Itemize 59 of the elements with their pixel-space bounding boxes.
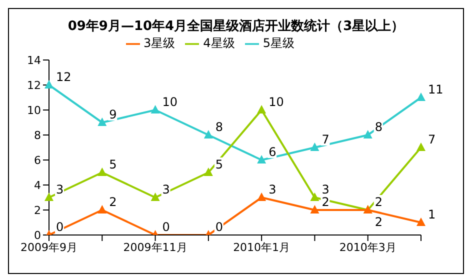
point: [150, 192, 160, 201]
data-label: 5: [215, 158, 224, 172]
point: [310, 142, 320, 151]
point: [150, 105, 160, 114]
point: [257, 155, 266, 164]
y-tick-label: 2: [34, 204, 41, 217]
y-tick-label: 8: [34, 128, 41, 142]
x-tick-label: 2010年3月: [339, 240, 396, 254]
data-label: 10: [162, 95, 178, 109]
point: [363, 130, 372, 138]
y-tick-label: 6: [34, 154, 41, 167]
legend-label: 5星级: [262, 36, 294, 50]
y-tick-label: 4: [34, 178, 41, 192]
data-label: 3: [56, 182, 64, 196]
data-label: 9: [109, 108, 117, 122]
legend-label: 3星级: [144, 36, 176, 50]
data-label: 7: [428, 132, 436, 146]
point: [416, 92, 426, 101]
data-label: 7: [322, 132, 330, 146]
data-label: 0: [162, 220, 170, 234]
data-label: 10: [268, 95, 284, 109]
point: [44, 80, 54, 88]
point: [416, 142, 426, 151]
data-label: 2: [374, 195, 382, 209]
point: [416, 218, 426, 226]
y-tick-label: 14: [27, 54, 41, 67]
data-label: 11: [428, 82, 444, 96]
data-label: 12: [56, 70, 72, 84]
data-label: 2: [374, 215, 382, 229]
data-label: 3: [322, 182, 330, 196]
point: [310, 192, 320, 201]
data-label: 2: [109, 195, 117, 209]
data-label: 0: [56, 220, 64, 234]
x-tick-label: 2009年11月: [123, 240, 188, 254]
data-label: 0: [215, 220, 224, 234]
data-label: 3: [268, 182, 276, 196]
x-tick-label: 2010年1月: [233, 240, 290, 254]
x-tick-label: 2009年9月: [20, 240, 78, 254]
data-label: 6: [268, 145, 276, 159]
data-label: 3: [162, 182, 170, 196]
point: [98, 168, 107, 176]
point: [257, 192, 266, 201]
point: [98, 118, 107, 126]
chart-title: 09年9月—10年4月全国星级酒店开业数统计（3星以上）: [66, 18, 406, 35]
point: [44, 192, 54, 201]
data-label: 8: [215, 120, 224, 134]
point: [310, 205, 320, 214]
point: [204, 130, 213, 138]
data-label: 5: [109, 158, 117, 172]
data-label: 1: [428, 208, 436, 222]
data-label: 2: [322, 195, 330, 209]
point: [204, 168, 213, 176]
legend-label: 4星级: [203, 36, 235, 50]
y-tick-label: 10: [27, 104, 41, 117]
point: [257, 105, 266, 114]
data-label: 8: [374, 120, 382, 134]
point: [98, 205, 107, 214]
y-tick-label: 0: [34, 228, 41, 242]
y-tick-label: 12: [27, 78, 41, 92]
